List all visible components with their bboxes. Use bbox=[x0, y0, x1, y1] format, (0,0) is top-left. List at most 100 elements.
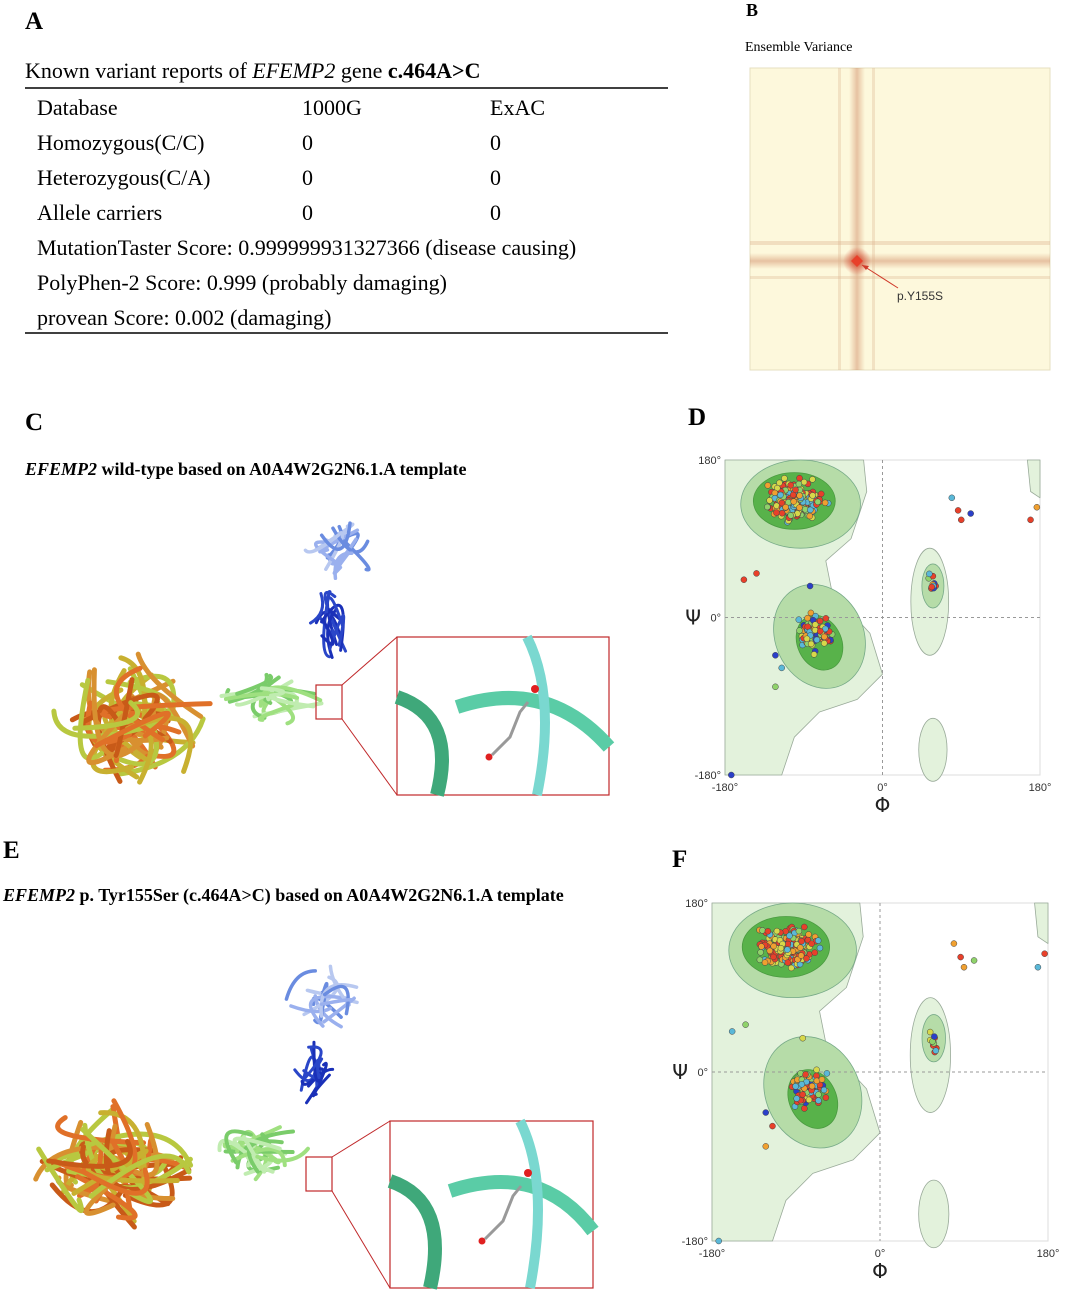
ribbon bbox=[319, 983, 359, 1018]
atom bbox=[531, 685, 539, 693]
y-tick-label: -180° bbox=[682, 1236, 708, 1248]
ribbon bbox=[394, 690, 449, 797]
residue-point bbox=[822, 1094, 830, 1101]
region bbox=[918, 1179, 950, 1249]
x-axis-label: Φ bbox=[872, 1259, 888, 1283]
residue-point bbox=[926, 570, 933, 578]
residue-point bbox=[757, 949, 764, 956]
y-tick-label: 180° bbox=[698, 455, 721, 467]
residue-point bbox=[809, 476, 816, 483]
title-text: wild-type based on A0A4W2G2N6.1.A templa… bbox=[97, 459, 467, 479]
residue-point bbox=[931, 1033, 938, 1040]
residue-point bbox=[818, 1076, 826, 1083]
residue-point bbox=[926, 1028, 934, 1036]
table-header: Database bbox=[37, 95, 118, 120]
zoom-line bbox=[331, 1190, 391, 1289]
residue-point bbox=[817, 627, 824, 635]
y-tick-label: -180° bbox=[695, 770, 721, 782]
residue-point bbox=[761, 959, 769, 966]
table-cell: 0 bbox=[302, 165, 313, 190]
residue-point bbox=[764, 482, 772, 489]
residue-point bbox=[753, 570, 760, 577]
ribbon bbox=[91, 667, 143, 759]
residue-point bbox=[764, 503, 771, 511]
panel-label: B bbox=[746, 0, 758, 20]
residue-point bbox=[928, 583, 935, 591]
residue-point bbox=[787, 512, 795, 519]
residue-point bbox=[777, 491, 784, 499]
residue-point bbox=[796, 627, 803, 634]
table-note: provean Score: 0.002 (damaging) bbox=[37, 305, 331, 330]
residue-point bbox=[810, 651, 818, 658]
residue-point bbox=[801, 923, 808, 931]
residue-point bbox=[960, 963, 968, 971]
y-tick-label: 180° bbox=[685, 898, 708, 910]
ribbon bbox=[258, 685, 323, 708]
residue-point bbox=[813, 1066, 820, 1074]
residue-point bbox=[823, 1070, 831, 1077]
zoom-line bbox=[341, 636, 398, 686]
residue-point bbox=[817, 490, 825, 498]
side-chain bbox=[490, 701, 530, 757]
atom bbox=[485, 753, 493, 761]
residue-point bbox=[756, 956, 764, 964]
panel-label: A bbox=[25, 8, 43, 35]
panel-title: EFEMP2 wild-type based on A0A4W2G2N6.1.A… bbox=[24, 459, 467, 479]
residue-point bbox=[814, 937, 822, 944]
residue-point bbox=[795, 616, 803, 623]
atom bbox=[524, 1169, 532, 1177]
ribbon bbox=[81, 1167, 150, 1196]
residue-point bbox=[805, 1096, 813, 1104]
x-tick-label: -180° bbox=[699, 1248, 725, 1260]
residue-point bbox=[792, 486, 799, 494]
panel-label: E bbox=[3, 837, 20, 864]
gene-name: EFEMP2 bbox=[2, 885, 75, 905]
residue-point bbox=[778, 509, 786, 517]
residue-point bbox=[784, 946, 791, 953]
y-axis-label: Ψ bbox=[672, 1060, 688, 1084]
ribbon bbox=[328, 614, 346, 651]
ribbon bbox=[132, 1122, 160, 1178]
ribbon bbox=[223, 691, 300, 702]
residue-point bbox=[1041, 950, 1048, 957]
residue-point bbox=[773, 509, 780, 516]
x-tick-label: 180° bbox=[1029, 782, 1052, 794]
residue-point bbox=[778, 499, 786, 507]
residue-point bbox=[1027, 516, 1034, 524]
residue-point bbox=[715, 1237, 722, 1245]
zoom-marker bbox=[315, 684, 343, 720]
residue-point bbox=[799, 1034, 806, 1042]
residue-point bbox=[802, 1071, 809, 1078]
ribbon bbox=[331, 526, 370, 554]
title-text: gene bbox=[335, 58, 388, 83]
region bbox=[1034, 902, 1049, 944]
ribbon bbox=[94, 710, 171, 748]
ribbon bbox=[319, 521, 352, 551]
residue-point bbox=[804, 614, 811, 622]
heatmap bbox=[749, 67, 1051, 371]
table-header: ExAC bbox=[490, 95, 545, 120]
ribbon bbox=[257, 703, 294, 722]
ribbon bbox=[309, 592, 325, 625]
residue-point bbox=[784, 959, 792, 966]
residue-point bbox=[778, 664, 785, 672]
ribbon bbox=[387, 1174, 442, 1290]
ribbon bbox=[227, 672, 269, 704]
residue-point bbox=[811, 949, 818, 956]
residue-point bbox=[781, 475, 788, 482]
residue-point bbox=[822, 615, 830, 622]
ramachandran-plot: 180° 0° -180°-180° 0° 180° Ψ Φ bbox=[685, 455, 1051, 817]
ribbon bbox=[97, 704, 122, 726]
x-tick-label: -180° bbox=[712, 782, 738, 794]
annotation: p.Y155S bbox=[897, 289, 943, 303]
ribbon bbox=[333, 551, 354, 581]
table-cell: 0 bbox=[490, 165, 501, 190]
residue-point bbox=[766, 947, 774, 955]
ribbon bbox=[323, 590, 348, 653]
title-text: p. Tyr155Ser (c.464A>C) based on A0A4W2G… bbox=[75, 885, 564, 906]
residue-point bbox=[797, 944, 804, 951]
panel-label: D bbox=[688, 404, 706, 431]
residue-point bbox=[803, 955, 810, 962]
ribbon bbox=[75, 1174, 138, 1221]
